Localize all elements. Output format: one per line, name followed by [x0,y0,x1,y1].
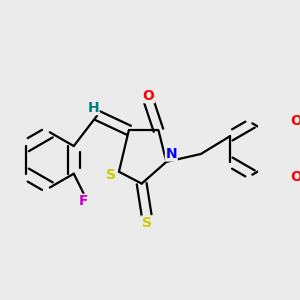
Text: S: S [142,216,152,230]
Text: O: O [290,114,300,128]
Text: S: S [106,168,116,182]
Text: O: O [142,89,154,103]
Text: O: O [290,170,300,184]
Text: F: F [79,194,88,208]
Text: H: H [87,100,99,115]
Text: N: N [166,147,177,161]
